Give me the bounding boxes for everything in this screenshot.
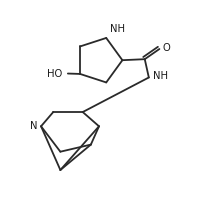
Text: NH: NH (110, 24, 125, 34)
Text: O: O (162, 43, 170, 53)
Text: N: N (30, 121, 37, 131)
Text: NH: NH (153, 72, 168, 82)
Text: HO: HO (47, 68, 62, 78)
